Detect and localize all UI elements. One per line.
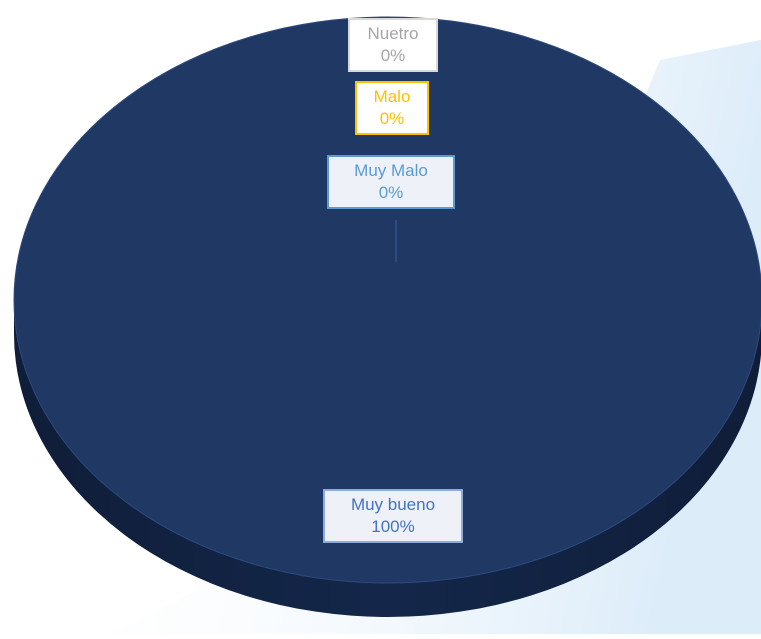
data-label-value: 100% bbox=[371, 517, 415, 536]
data-label-value: 0% bbox=[379, 109, 405, 128]
data-label-muy-bueno: Muy bueno 100% bbox=[323, 489, 463, 543]
data-label-malo: Malo 0% bbox=[355, 81, 429, 135]
data-label-muy-malo: Muy Malo 0% bbox=[327, 155, 455, 209]
data-label-category: Muy Malo bbox=[354, 161, 428, 180]
data-label-category: Nuetro bbox=[367, 24, 419, 43]
data-label-value: 0% bbox=[378, 183, 404, 202]
data-label-nuetro: Nuetro 0% bbox=[348, 18, 438, 72]
data-label-category: Muy bueno bbox=[350, 495, 436, 514]
data-label-category: Malo bbox=[373, 87, 411, 106]
data-label-value: 0% bbox=[380, 46, 406, 65]
pie-slice-muy-bueno bbox=[13, 16, 761, 584]
